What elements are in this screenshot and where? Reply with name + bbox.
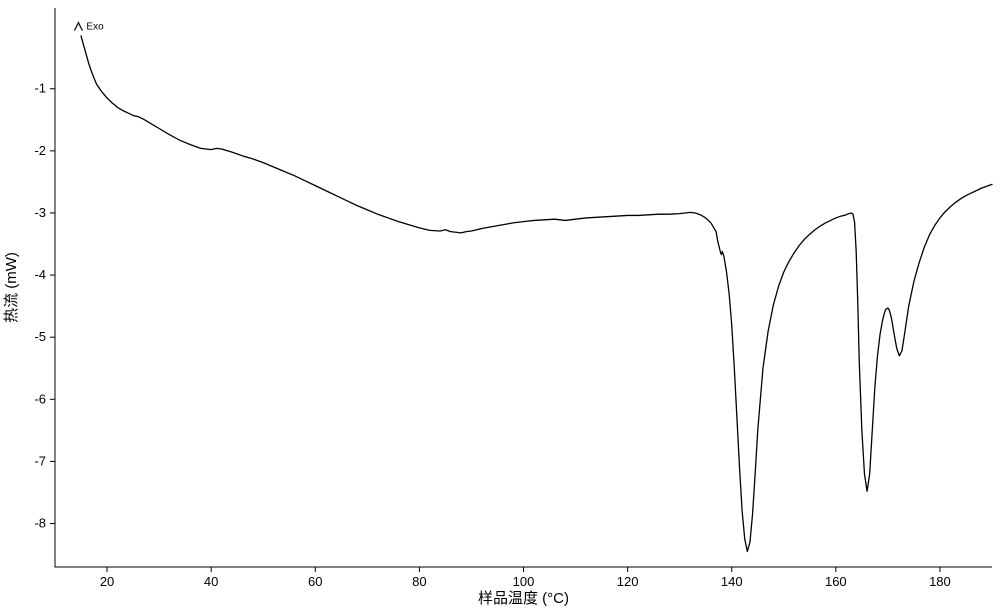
axis-frame [55, 8, 992, 567]
x-tick-label: 100 [513, 574, 535, 589]
x-tick-label: 40 [204, 574, 218, 589]
exo-label: Exo [86, 22, 104, 33]
exo-arrow-icon [74, 23, 82, 31]
x-tick-label: 140 [721, 574, 743, 589]
dsc-curve [81, 36, 992, 552]
x-tick-label: 20 [100, 574, 114, 589]
y-tick-label: -8 [34, 516, 46, 531]
x-tick-label: 180 [929, 574, 951, 589]
dsc-chart: 20406080100120140160180-8-7-6-5-4-3-2-1 … [0, 0, 1000, 607]
x-axis-label: 样品温度 (°C) [478, 590, 569, 607]
y-tick-label: -7 [34, 453, 46, 468]
y-tick-label: -1 [34, 81, 46, 96]
y-tick-label: -4 [34, 267, 46, 282]
x-tick-label: 80 [412, 574, 426, 589]
y-tick-label: -3 [34, 205, 46, 220]
y-tick-label: -6 [34, 391, 46, 406]
x-tick-label: 120 [617, 574, 639, 589]
y-tick-label: -5 [34, 329, 46, 344]
x-tick-label: 160 [825, 574, 847, 589]
x-tick-label: 60 [308, 574, 322, 589]
y-tick-label: -2 [34, 143, 46, 158]
y-axis-label: 热流 (mW) [3, 252, 20, 323]
